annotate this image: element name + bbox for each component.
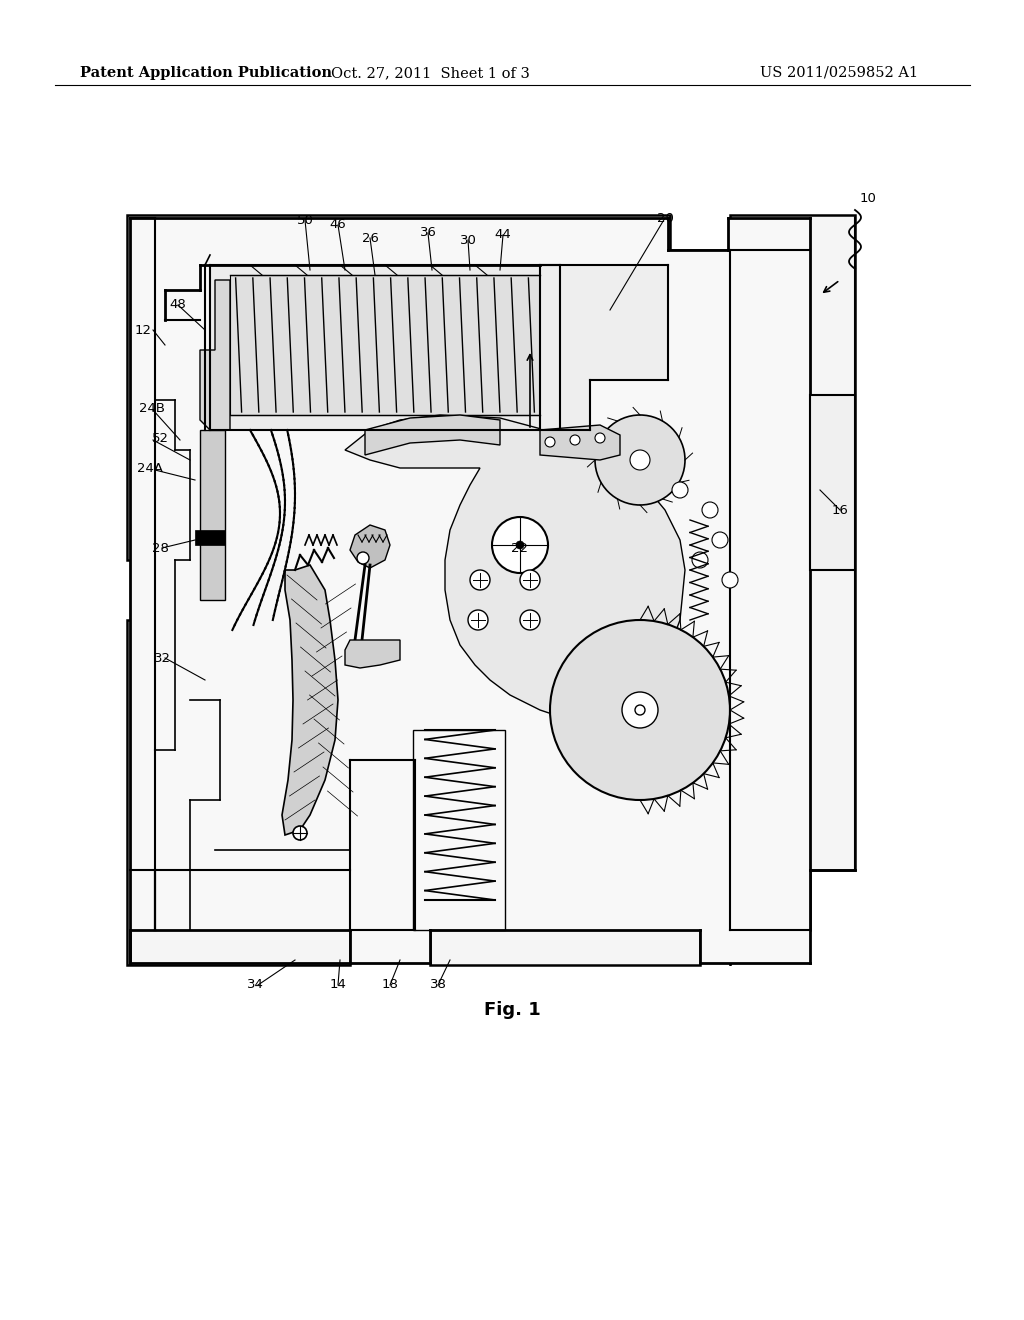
Polygon shape xyxy=(365,414,500,455)
Circle shape xyxy=(595,433,605,444)
Circle shape xyxy=(468,610,488,630)
Text: 50: 50 xyxy=(297,214,313,227)
Text: 48: 48 xyxy=(170,298,186,312)
Text: Oct. 27, 2011  Sheet 1 of 3: Oct. 27, 2011 Sheet 1 of 3 xyxy=(331,66,529,81)
Circle shape xyxy=(672,482,688,498)
Text: 32: 32 xyxy=(154,652,171,664)
Circle shape xyxy=(516,541,524,549)
Text: 10: 10 xyxy=(859,191,877,205)
Polygon shape xyxy=(345,640,400,668)
Text: 34: 34 xyxy=(247,978,263,991)
Polygon shape xyxy=(195,531,225,545)
Circle shape xyxy=(520,570,540,590)
Circle shape xyxy=(702,502,718,517)
Text: 18: 18 xyxy=(382,978,398,991)
Polygon shape xyxy=(200,430,225,601)
Text: 20: 20 xyxy=(656,211,674,224)
Text: 14: 14 xyxy=(330,978,346,991)
Text: 26: 26 xyxy=(361,231,379,244)
Circle shape xyxy=(357,552,369,564)
Circle shape xyxy=(712,532,728,548)
Polygon shape xyxy=(810,395,855,570)
Text: US 2011/0259852 A1: US 2011/0259852 A1 xyxy=(760,66,919,81)
Circle shape xyxy=(470,570,490,590)
Text: 30: 30 xyxy=(460,234,476,247)
Polygon shape xyxy=(230,275,540,414)
Polygon shape xyxy=(200,280,230,430)
Text: 52: 52 xyxy=(152,432,169,445)
Polygon shape xyxy=(350,525,390,568)
Text: 16: 16 xyxy=(831,503,849,516)
Circle shape xyxy=(635,705,645,715)
Circle shape xyxy=(595,414,685,506)
Text: 36: 36 xyxy=(420,227,436,239)
Circle shape xyxy=(545,437,555,447)
Polygon shape xyxy=(127,215,855,965)
Text: 24B: 24B xyxy=(139,401,165,414)
Circle shape xyxy=(293,826,307,840)
Circle shape xyxy=(622,692,658,729)
Text: 38: 38 xyxy=(429,978,446,991)
Circle shape xyxy=(550,620,730,800)
Text: 12: 12 xyxy=(134,323,152,337)
Text: 28: 28 xyxy=(152,541,168,554)
Text: Patent Application Publication: Patent Application Publication xyxy=(80,66,332,81)
Polygon shape xyxy=(540,265,668,430)
Polygon shape xyxy=(345,414,685,725)
Circle shape xyxy=(492,517,548,573)
Circle shape xyxy=(520,610,540,630)
Text: 46: 46 xyxy=(330,219,346,231)
Text: 44: 44 xyxy=(495,228,511,242)
Polygon shape xyxy=(210,265,560,430)
Circle shape xyxy=(630,450,650,470)
Text: 22: 22 xyxy=(512,541,528,554)
Circle shape xyxy=(722,572,738,587)
Polygon shape xyxy=(540,425,620,459)
Text: Fig. 1: Fig. 1 xyxy=(483,1001,541,1019)
Circle shape xyxy=(570,436,580,445)
Polygon shape xyxy=(130,218,810,964)
Text: 24A: 24A xyxy=(137,462,163,474)
Polygon shape xyxy=(282,565,338,836)
Circle shape xyxy=(692,552,708,568)
